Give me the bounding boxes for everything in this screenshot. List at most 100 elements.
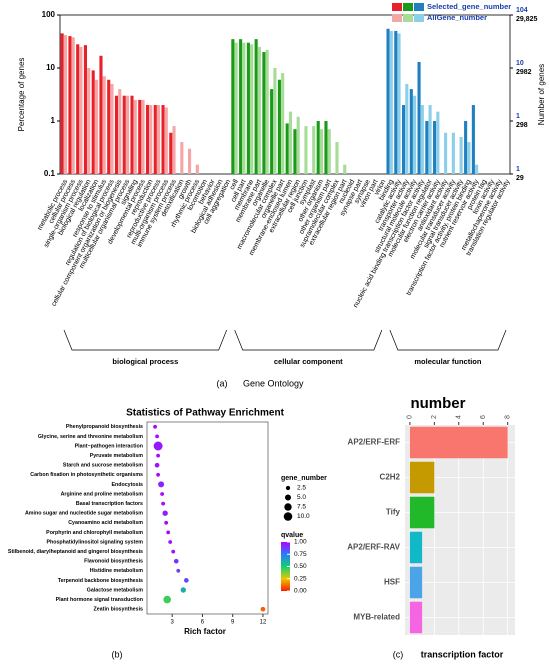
bar — [409, 426, 508, 459]
bar — [145, 105, 150, 174]
plot-frame — [59, 14, 511, 175]
y-tick-label: Porphyrin and chlorophyll metabolism — [46, 530, 143, 536]
bar — [68, 36, 72, 174]
bar — [130, 95, 134, 174]
y-tick-label: Pyruvate metabolism — [90, 453, 144, 459]
point — [156, 472, 161, 477]
bar — [444, 132, 448, 174]
bar — [409, 496, 435, 529]
bar — [319, 129, 324, 174]
group-label: biological process — [112, 357, 178, 366]
point — [155, 434, 159, 439]
x-tick-label: 4 — [456, 415, 463, 419]
bar — [417, 61, 421, 175]
group-label: cellular component — [274, 357, 343, 366]
bar — [327, 129, 331, 174]
size-legend-label: 10.0 — [297, 513, 310, 520]
y-tick-label: Phosphatidylinositol signaling system — [46, 539, 143, 545]
y-tick-label: C2H2 — [380, 473, 401, 482]
y-tick-label: Stilbenoid, diarylheptanoid and gingerol… — [8, 549, 143, 555]
y2-selected-label: 104 — [516, 7, 528, 14]
size-legend-title: gene_number — [281, 475, 327, 482]
y-tick-label: Histidine metabolism — [90, 568, 144, 574]
y-tick-label: Tify — [386, 508, 401, 517]
y-tick-label: 100 — [42, 10, 56, 19]
bar — [254, 39, 258, 174]
bar — [281, 73, 285, 174]
bar — [138, 99, 142, 174]
y-tick-label: AP2/ERF-RAV — [347, 543, 400, 552]
y-tick-label: 10 — [46, 63, 55, 72]
bar — [304, 126, 308, 174]
bar — [102, 76, 106, 174]
y-axis-title: transcription factor — [421, 649, 504, 659]
y2-all-label: 298 — [516, 122, 528, 129]
bar — [188, 148, 192, 174]
bar — [91, 70, 95, 174]
point — [162, 510, 168, 516]
y-tick-label: MYB-related — [353, 613, 400, 622]
bar — [257, 46, 261, 174]
bar — [110, 83, 114, 174]
y-tick-label: Endocytosis — [112, 482, 144, 488]
bar — [409, 601, 423, 634]
point — [154, 462, 160, 468]
color-tick-label: 0.50 — [294, 563, 307, 570]
chart-title: Statistics of Pathway Enrichment — [126, 408, 284, 419]
bar — [471, 105, 475, 174]
legend-swatch — [403, 3, 413, 11]
point — [171, 549, 176, 554]
bar — [316, 121, 320, 174]
x-tick-label: 12 — [260, 620, 267, 626]
point — [164, 520, 169, 525]
y-tick-label: Phenylpropanoid biosynthesis — [66, 424, 143, 430]
point — [176, 568, 181, 573]
x-tick-label: 6 — [480, 415, 487, 419]
bar — [180, 142, 184, 174]
bar — [156, 105, 161, 174]
bar — [464, 121, 468, 174]
color-tick-label: 0.75 — [294, 551, 307, 558]
bar — [161, 105, 165, 174]
point — [153, 424, 157, 429]
y2-selected-label: 1 — [516, 113, 520, 120]
y-axis-title: Percentage of genes — [17, 58, 26, 132]
bar — [231, 39, 235, 174]
bar — [250, 44, 254, 174]
y2-selected-label: 1 — [516, 166, 520, 173]
y-tick-label: Cyanoamino acid metabolism — [68, 520, 143, 526]
legend-label: AllGene_number — [427, 13, 487, 22]
y-tick-label: Terpenoid backbone biosynthesis — [58, 578, 143, 584]
bar — [312, 126, 316, 174]
bar — [288, 111, 292, 174]
bar — [122, 95, 126, 174]
bar — [451, 132, 455, 174]
x-tick-label: 8 — [505, 415, 512, 419]
bar — [296, 116, 300, 174]
bar — [125, 95, 130, 174]
bar — [459, 136, 463, 174]
bar — [420, 105, 424, 174]
size-legend-dot — [285, 485, 291, 491]
point — [260, 606, 266, 612]
y-tick-label: Flavonoid biosynthesis — [84, 559, 143, 565]
plot-frame — [146, 421, 269, 615]
x-tick-label: 9 — [231, 620, 235, 626]
point — [173, 558, 179, 564]
legend-label: Selected_gene_number — [427, 2, 511, 11]
y-tick-label: HSF — [384, 578, 400, 587]
color-tick-label: 1.00 — [294, 539, 307, 546]
bar — [402, 105, 406, 174]
y2-selected-label: 10 — [516, 60, 524, 67]
bar — [114, 95, 119, 174]
color-tick-label: 0.25 — [294, 575, 307, 582]
point — [168, 540, 173, 544]
bar — [386, 28, 390, 175]
y-tick-label: 0.1 — [44, 169, 56, 178]
y-tick-label: 1 — [51, 116, 56, 125]
bar — [324, 121, 328, 174]
y2-axis-title: Number of genes — [537, 64, 546, 125]
bar — [63, 34, 67, 174]
panel-label: (a) — [217, 378, 228, 388]
